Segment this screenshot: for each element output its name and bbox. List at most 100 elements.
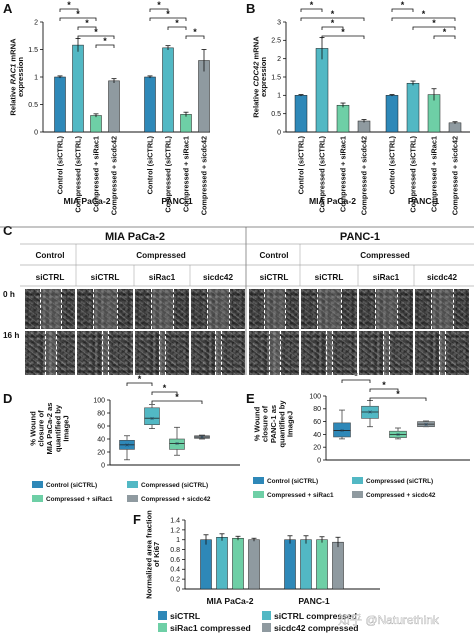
wound-edge-dashed-line bbox=[389, 331, 391, 375]
wound-image-mia-0-0h bbox=[25, 289, 75, 329]
panel-a-significance-bracket bbox=[185, 35, 205, 39]
panel-d-legend-swatch bbox=[32, 481, 43, 488]
panel-b-y-label-part: mRNA bbox=[251, 36, 260, 62]
panel-a-significance-bracket bbox=[77, 26, 97, 30]
panel-d-y-tick-label: 60 bbox=[97, 423, 105, 430]
wound-image-panc-1-0h bbox=[301, 289, 357, 329]
wound-edge-dashed-line bbox=[332, 331, 334, 375]
panel-d-y-axis-label: % Woundclosure ofMIA PaCa-2 asquantified… bbox=[28, 402, 70, 454]
panel-e-significance-star: * bbox=[382, 380, 386, 390]
panel-a-y-tick-label: 1.5 bbox=[28, 47, 38, 54]
panel-b-bar bbox=[315, 48, 329, 133]
wound-edge-dashed-line bbox=[55, 331, 57, 375]
panel-a-significance-star: * bbox=[94, 27, 98, 37]
panel-f-group-label: PANC-1 bbox=[298, 596, 330, 606]
wound-gap bbox=[268, 331, 280, 375]
panel-a-significance-star: * bbox=[67, 0, 71, 10]
panel-a-significance-star: * bbox=[166, 9, 170, 19]
panel-f-y-tick-label: 0.6 bbox=[170, 557, 180, 564]
panel-d-y-tick-label: 100 bbox=[93, 397, 105, 404]
panel-f-bar bbox=[316, 539, 328, 590]
panel-d-y-tick-label: 0 bbox=[101, 462, 105, 469]
panel-e-y-tick-label: 80 bbox=[313, 406, 321, 413]
panel-a-bar bbox=[108, 80, 120, 133]
wound-gap bbox=[93, 289, 117, 329]
panel-e-y-label-line: ImageJ bbox=[286, 411, 295, 437]
wound-edge-dashed-line bbox=[340, 289, 342, 329]
panel-e-y-label-line: % Wound bbox=[252, 406, 261, 441]
panel-b-significance-bracket bbox=[391, 8, 414, 12]
wound-edge-dashed-line bbox=[430, 289, 432, 329]
wound-image-mia-3-16h bbox=[191, 331, 245, 375]
panel-f-y-tick-label: 0.8 bbox=[170, 547, 180, 554]
panel-c-cell-line-label: MIA PaCa-2 bbox=[105, 231, 165, 243]
panel-e-mean-marker: × bbox=[396, 432, 400, 439]
panel-f-bar bbox=[216, 537, 228, 590]
panel-e-mean-marker: × bbox=[368, 410, 372, 417]
panel-f-y-tick-label: 1.4 bbox=[170, 517, 180, 524]
wound-image-panc-3-0h bbox=[415, 289, 469, 329]
wound-image-mia-3-0h bbox=[191, 289, 245, 329]
panel-e-legend-swatch bbox=[253, 477, 264, 484]
panel-f-legend-label: siCTRL bbox=[170, 611, 200, 621]
panel-d-box bbox=[144, 407, 160, 425]
wound-image-panc-3-16h bbox=[415, 331, 469, 375]
panel-b-bar bbox=[448, 122, 462, 133]
panel-b-significance-star: * bbox=[331, 18, 335, 28]
panel-c-treatment-label: sicdc42 bbox=[203, 273, 233, 282]
panel-b-y-label-gene: CDC42 bbox=[251, 61, 260, 87]
panel-e-legend-label: Compressed + siRac1 bbox=[267, 492, 334, 499]
panel-b-significance-star: * bbox=[432, 18, 436, 28]
panel-b-significance-star: * bbox=[422, 9, 426, 19]
panel-a-group-label: PANC-1 bbox=[161, 196, 193, 206]
wound-edge-dashed-line bbox=[397, 289, 399, 329]
panel-a-significance-bracket bbox=[59, 17, 97, 21]
wound-edge-dashed-line bbox=[116, 289, 118, 329]
panel-f-bar bbox=[332, 541, 344, 590]
wound-edge-dashed-line bbox=[284, 289, 286, 329]
panel-letter-c: C bbox=[3, 223, 13, 238]
panel-b-y-tick-label: 1.5 bbox=[271, 74, 281, 81]
wound-edge-dashed-line bbox=[173, 289, 175, 329]
panel-b-bar bbox=[294, 95, 308, 133]
panel-b-significance-bracket bbox=[300, 17, 365, 21]
wound-edge-dashed-line bbox=[39, 289, 41, 329]
panel-e-y-label-line: PANC-1 as bbox=[269, 405, 278, 443]
panel-c-treatment-label: siCTRL bbox=[91, 273, 120, 282]
panel-c-treatment-label: siCTRL bbox=[36, 273, 65, 282]
panel-e-significance-bracket bbox=[369, 388, 399, 392]
panel-d-y-tick-label: 20 bbox=[97, 449, 105, 456]
panel-d-legend-label: Compressed + sicdc42 bbox=[141, 496, 211, 503]
wound-edge-dashed-line bbox=[93, 289, 95, 329]
panel-e-y-axis-label: % Woundclosure ofPANC-1 asquantified byI… bbox=[252, 400, 294, 448]
panel-d-box bbox=[169, 438, 185, 450]
panel-e-mean-marker: × bbox=[424, 422, 428, 429]
wound-edge-dashed-line bbox=[268, 331, 270, 375]
panel-a-y-tick-label: 0 bbox=[34, 129, 38, 136]
panel-e-significance-star: * bbox=[354, 371, 358, 381]
panel-e-mean-marker: × bbox=[340, 428, 344, 435]
panel-f-bar bbox=[248, 539, 260, 590]
panel-a-y-tick-label: 0.5 bbox=[28, 102, 38, 109]
wound-gap bbox=[325, 331, 333, 375]
panel-a-significance-bracket bbox=[167, 26, 187, 30]
wound-edge-dashed-line bbox=[165, 331, 167, 375]
panel-b-category-label: Control (siCTRL) bbox=[388, 135, 397, 194]
wound-image-mia-0-16h bbox=[25, 331, 75, 375]
panel-d-mia-wound-box-plot: 0 20 40 60 80 100 % Woundclosure ofMIA PaCa-2 … bbox=[28, 374, 240, 503]
panel-b-y-axis-label: Relative CDC42 mRNAexpression bbox=[251, 36, 268, 118]
panel-b-significance-star: * bbox=[310, 0, 314, 10]
panel-b-category-label: Control (siCTRL) bbox=[297, 135, 306, 194]
panel-e-y-label-line: quantified by bbox=[277, 400, 286, 448]
panel-a-significance-bracket bbox=[59, 8, 79, 12]
wound-edge-dashed-line bbox=[158, 331, 160, 375]
panel-f-ki67-bar-chart: 0 0.2 0.4 0.6 0.8 1 1.2 1.4 Normalized area frac… bbox=[144, 510, 380, 633]
panel-d-mean-marker: × bbox=[150, 416, 154, 423]
panel-c-wound-images: MIA PaCa-2 PANC-1 Control Compressed siCTRL s… bbox=[0, 226, 474, 375]
panel-c-treatment-label: siCTRL bbox=[260, 273, 289, 282]
panel-e-y-tick-label: 100 bbox=[309, 393, 321, 400]
panel-b-cdc42-bar-chart: 0 0.5 1 1.5 2 2.5 3 Relative CDC42 mRNAexpressi… bbox=[251, 0, 470, 215]
wound-gap bbox=[438, 331, 446, 375]
panel-d-significance-bracket bbox=[151, 391, 178, 395]
panel-d-significance-bracket bbox=[151, 400, 203, 404]
